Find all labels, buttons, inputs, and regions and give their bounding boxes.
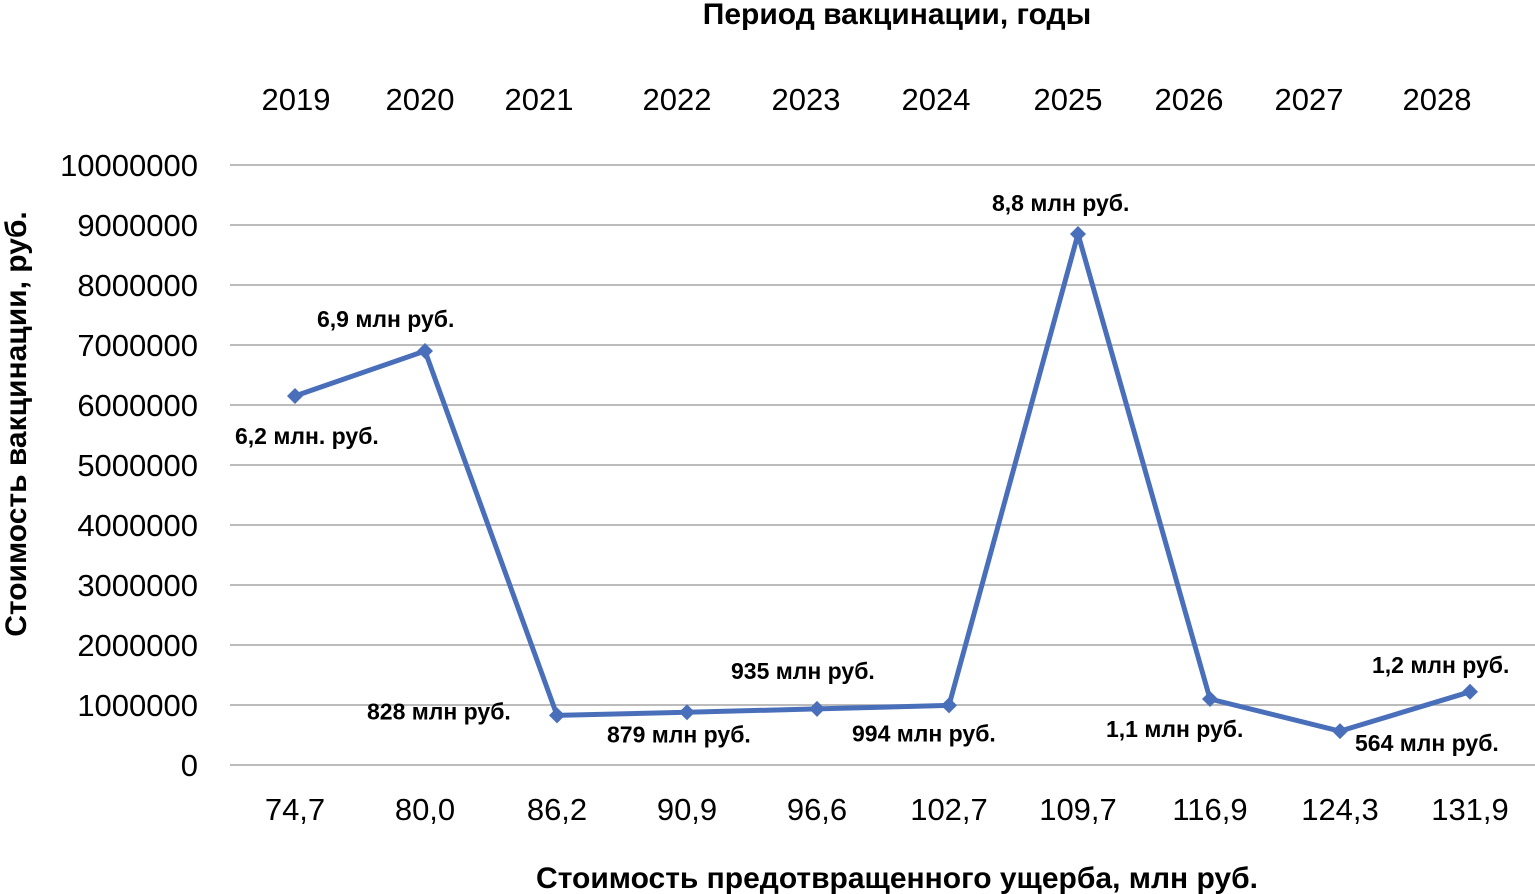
y-tick-label: 0 [181,748,198,783]
top-year-label: 2023 [772,82,841,117]
top-year-label: 2026 [1155,82,1224,117]
data-point [287,388,303,404]
y-tick-label: 9000000 [77,208,198,243]
x-tick-label: 96,6 [787,792,847,827]
data-point [809,700,825,717]
y-tick-label: 10000000 [60,148,198,183]
y-tick-label: 3000000 [77,568,198,603]
data-point [549,707,565,724]
x-tick-label: 124,3 [1301,792,1379,827]
x-axis-label: Стоимость предотвращенного ущерба, млн р… [536,862,1258,894]
data-point [679,704,695,721]
y-tick-label: 5000000 [77,448,198,483]
x-tick-label: 102,7 [910,792,988,827]
top-axis-title: Период вакцинации, годы [703,0,1091,31]
y-tick-label: 8000000 [77,268,198,303]
data-label: 6,9 млн руб. [317,306,454,332]
x-tick-label: 80,0 [395,792,455,827]
data-point [1462,683,1478,700]
y-tick-label: 2000000 [77,628,198,663]
data-label: 6,2 млн. руб. [235,423,379,449]
x-tick-label: 74,7 [265,792,325,827]
data-point [941,697,957,714]
top-year-label: 2024 [902,82,971,117]
x-tick-label: 90,9 [657,792,717,827]
data-label: 879 млн руб. [607,721,751,747]
y-tick-label: 7000000 [77,328,198,363]
data-label: 8,8 млн руб. [992,190,1129,216]
data-label: 1,2 млн руб. [1372,652,1509,678]
data-point [1202,691,1218,707]
y-tick-label: 4000000 [77,508,198,543]
data-label: 994 млн руб. [852,720,996,746]
x-tick-label: 116,9 [1172,792,1247,827]
data-label: 828 млн руб. [367,698,511,724]
x-tick-label: 131,9 [1431,792,1509,827]
top-year-label: 2019 [262,82,331,117]
y-tick-label: 1000000 [77,688,198,723]
data-point [417,343,433,359]
top-year-label: 2021 [505,82,574,117]
series-line [294,231,1471,734]
top-year-label: 2027 [1275,82,1344,117]
x-tick-label: 86,2 [527,792,587,827]
data-point [1070,226,1086,242]
x-tick-label: 109,7 [1039,792,1117,827]
data-label: 564 млн руб. [1355,730,1499,756]
data-point [1332,723,1348,740]
top-year-label: 2028 [1403,82,1472,117]
top-year-label: 2022 [643,82,712,117]
y-axis-label: Стоимость вакцинации, руб. [0,211,33,637]
data-label: 935 млн руб. [731,658,875,684]
y-tick-label: 6000000 [77,388,198,423]
top-year-label: 2020 [386,82,455,117]
top-year-label: 2025 [1034,82,1103,117]
data-label: 1,1 млн руб. [1106,716,1243,742]
